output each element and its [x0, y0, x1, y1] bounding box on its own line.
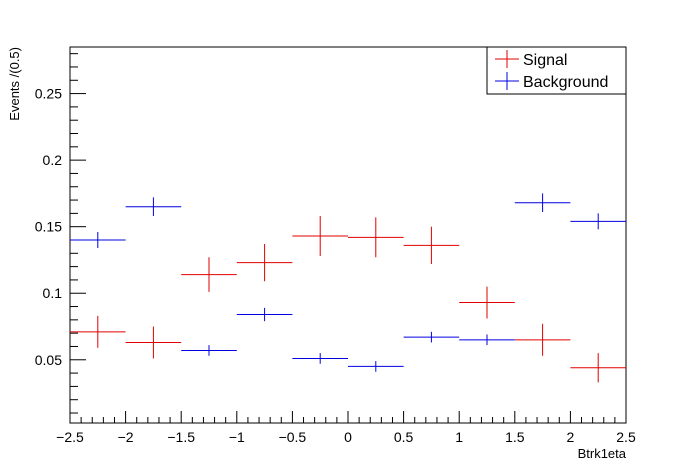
x-tick-label: −2 — [118, 429, 134, 445]
data-point — [348, 217, 404, 258]
x-tick-label: 0 — [344, 429, 352, 445]
x-tick-label: 1 — [455, 429, 463, 445]
legend-entry-background: Background — [495, 72, 608, 91]
data-point — [403, 226, 460, 264]
data-point — [181, 257, 237, 292]
data-point — [181, 345, 237, 356]
x-axis-ticks: −2.5 −2 −1.5 −1 −0.5 0 0.5 1 1.5 2 2.5 — [56, 411, 636, 445]
x-tick-label: 0.5 — [394, 429, 414, 445]
data-point — [403, 331, 460, 343]
x-tick-label: 1.5 — [505, 429, 525, 445]
data-point — [236, 243, 293, 282]
data-point — [292, 216, 348, 256]
data-point — [348, 361, 404, 372]
data-point — [125, 197, 182, 217]
x-axis-title: Btrk1eta — [578, 446, 627, 461]
y-tick-label: 0.05 — [35, 352, 62, 368]
x-tick-label: 2.5 — [616, 429, 636, 445]
data-point — [570, 353, 626, 383]
legend: Signal Background — [486, 46, 627, 95]
legend-label-signal: Signal — [523, 52, 567, 69]
data-point — [125, 326, 182, 359]
data-series — [70, 193, 626, 383]
y-axis-ticks: 0.05 0.1 0.15 0.2 0.25 — [35, 53, 86, 414]
x-tick-label: −0.5 — [279, 429, 307, 445]
y-tick-label: 0.15 — [35, 219, 62, 235]
data-point — [236, 307, 293, 322]
data-point — [514, 323, 571, 356]
y-tick-label: 0.2 — [43, 152, 63, 168]
legend-entry-signal: Signal — [495, 50, 567, 69]
data-point — [570, 213, 626, 230]
data-point — [70, 315, 126, 348]
y-axis-title: Events /(0.5) — [7, 47, 22, 121]
x-tick-label: 2 — [567, 429, 575, 445]
data-point — [70, 232, 126, 248]
legend-label-background: Background — [523, 74, 608, 91]
legend-box — [486, 46, 627, 95]
data-point — [459, 286, 515, 319]
x-tick-label: −1.5 — [167, 429, 195, 445]
y-tick-label: 0.25 — [35, 86, 62, 102]
data-point — [459, 334, 515, 346]
x-tick-label: −2.5 — [56, 429, 84, 445]
data-point — [514, 193, 571, 213]
series-signal — [70, 216, 626, 383]
y-tick-label: 0.1 — [43, 285, 63, 301]
series-background — [70, 193, 626, 372]
data-point — [292, 353, 348, 364]
x-tick-label: −1 — [229, 429, 245, 445]
